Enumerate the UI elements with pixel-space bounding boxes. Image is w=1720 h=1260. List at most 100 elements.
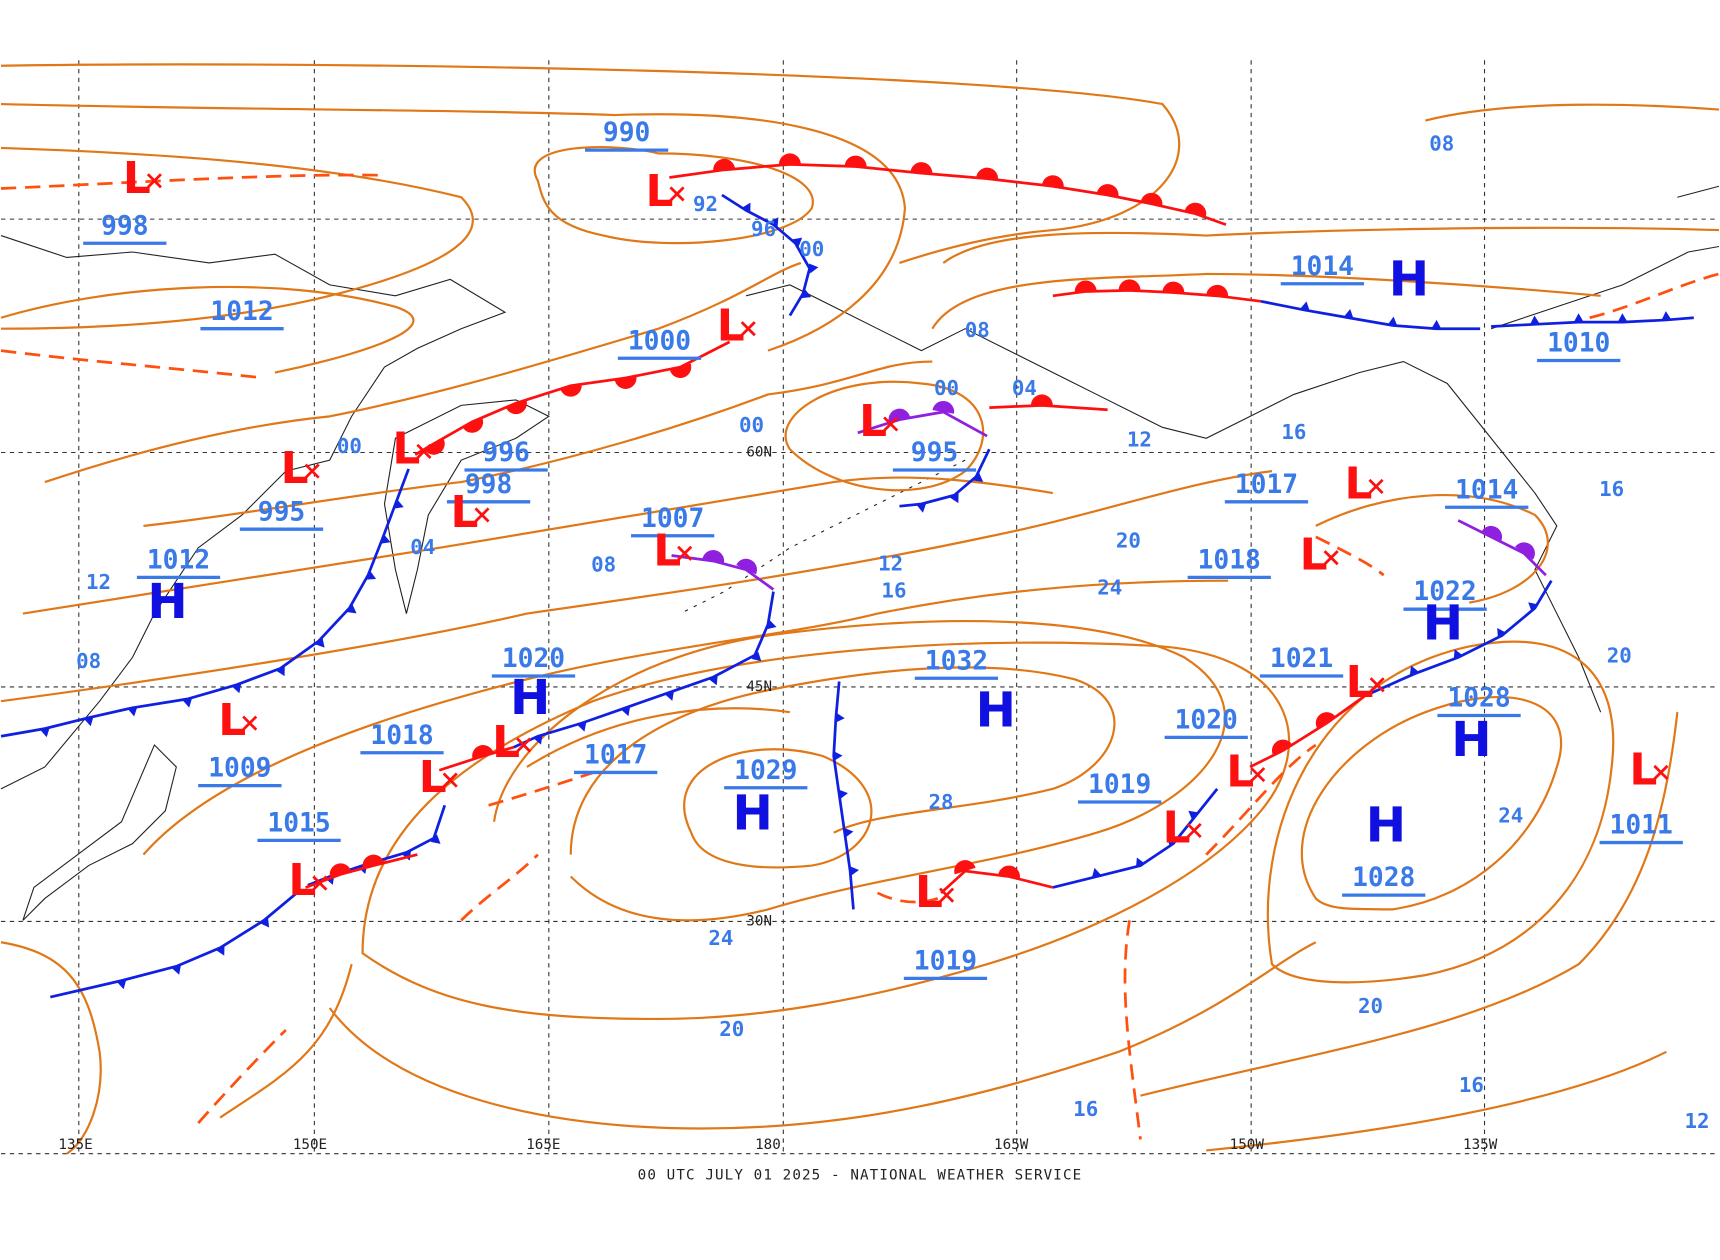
low-center-mark: [740, 321, 756, 337]
isobar-label: 00: [739, 413, 764, 437]
latitude-label: 45N: [746, 679, 772, 695]
isobar-label: 24: [708, 926, 733, 950]
isobar-label: 08: [1429, 132, 1454, 156]
low-pressure-center: L: [1346, 657, 1374, 708]
low-pressure-center: L: [646, 166, 674, 217]
central-pressure: 1011: [1610, 811, 1673, 841]
isobar-label: 28: [929, 790, 954, 814]
low-pressure-center: L: [1226, 747, 1254, 798]
central-pressure: 1028: [1352, 863, 1415, 893]
low-pressure-center: L: [1629, 744, 1657, 795]
isobar-label: 24: [1498, 803, 1523, 827]
longitude-label: 150W: [1230, 1137, 1265, 1153]
low-pressure-center: L: [419, 752, 447, 803]
low-pressure-center: L: [717, 301, 745, 352]
low-center-mark: [442, 772, 458, 788]
central-pressure: 1000: [628, 326, 691, 356]
isobar-label: 20: [1607, 643, 1632, 667]
low-center-mark: [416, 443, 432, 459]
isobar-label: 24: [1097, 575, 1122, 599]
low-center-mark: [669, 186, 685, 202]
longitude-label: 165E: [526, 1137, 560, 1153]
isobar-label: 08: [76, 649, 101, 673]
low-pressure-center: L: [392, 423, 420, 474]
low-center-mark: [677, 545, 693, 561]
low-center-mark: [1368, 478, 1384, 495]
isobar-label: 00: [337, 434, 362, 458]
central-pressure: 1022: [1413, 577, 1476, 607]
isobar-label: 12: [1127, 427, 1152, 451]
low-center-mark: [304, 463, 320, 479]
central-pressure: 1007: [641, 504, 704, 534]
low-center-mark: [474, 507, 490, 523]
labels: 135E 150E 165E 180 165W 150W 135W 60N 45N 30N 990 9…: [58, 118, 1709, 1153]
longitude-label: 135E: [58, 1137, 92, 1153]
low-pressure-center: L: [218, 695, 246, 746]
isobar-label: 16: [1459, 1073, 1484, 1097]
isobar-label: 20: [719, 1017, 744, 1041]
isobar-label: 20: [1116, 528, 1141, 552]
footer: 00 UTC JULY 01 2025 - NATIONAL WEATHER S…: [638, 1168, 1083, 1184]
isobar-label: 04: [1012, 376, 1037, 400]
longitude-label: 135W: [1463, 1137, 1498, 1153]
central-pressure: 1009: [208, 754, 271, 784]
low-pressure-center: L: [1163, 803, 1191, 854]
central-pressure: 1017: [1235, 470, 1298, 500]
central-pressure: 1012: [147, 545, 210, 575]
high-pressure-center: H: [1423, 596, 1463, 652]
isobar-label: 92: [693, 192, 718, 216]
isobar-label: 16: [1073, 1097, 1098, 1121]
high-pressure-center: H: [732, 785, 772, 841]
central-pressure: 998: [101, 211, 148, 241]
central-pressure: 1018: [370, 721, 433, 751]
low-pressure-center: L: [123, 153, 151, 204]
central-pressure: 1014: [1291, 252, 1354, 282]
isobar-label: 00: [799, 237, 824, 261]
central-pressure: 1019: [914, 946, 977, 976]
isobar-label: 16: [881, 579, 906, 603]
high-pressure-center: H: [1451, 712, 1491, 768]
low-center-mark: [1653, 764, 1669, 780]
longitude-label: 150E: [293, 1137, 327, 1153]
longitude-label: 165W: [994, 1137, 1029, 1153]
low-pressure-center: L: [288, 855, 316, 906]
central-pressure: 1021: [1270, 644, 1333, 674]
low-center-mark: [242, 715, 258, 731]
isobar-label: 96: [751, 217, 776, 241]
low-center-mark: [883, 416, 899, 432]
isobar-label: 12: [86, 570, 111, 594]
low-pressure-center: L: [281, 443, 309, 494]
low-center-mark: [1323, 550, 1339, 566]
isobar-label: 12: [878, 551, 903, 575]
high-pressure-center: H: [1366, 797, 1406, 853]
low-center-mark: [312, 875, 328, 891]
central-pressure: 998: [465, 470, 512, 500]
low-center-mark: [516, 737, 532, 753]
low-pressure-center: L: [653, 525, 681, 576]
low-center-mark: [1250, 767, 1266, 783]
isobar-label: 16: [1281, 420, 1306, 444]
central-pressure: 1018: [1198, 545, 1261, 575]
high-pressure-center: H: [147, 574, 187, 630]
isobar-label: 08: [591, 552, 616, 576]
low-pressure-center: L: [492, 717, 520, 768]
central-pressure: 1012: [210, 297, 273, 327]
isobar-label: 00: [934, 376, 959, 400]
central-pressure: 1032: [925, 646, 988, 676]
central-pressure: 990: [603, 118, 650, 148]
central-pressure: 995: [258, 497, 305, 527]
low-center-mark: [1186, 822, 1202, 839]
isobar-label: 16: [1599, 477, 1624, 501]
central-pressure: 1029: [734, 756, 797, 786]
central-pressure: 1019: [1088, 770, 1151, 800]
high-pressure-center: H: [1389, 252, 1429, 308]
latitude-label: 60N: [746, 445, 772, 461]
central-pressure: 995: [911, 438, 958, 468]
low-pressure-center: L: [1300, 530, 1328, 581]
latitude-label: 30N: [746, 913, 772, 929]
central-pressure: 1017: [584, 741, 647, 771]
central-pressure: 1010: [1547, 329, 1610, 359]
low-pressure-center: L: [859, 396, 887, 447]
